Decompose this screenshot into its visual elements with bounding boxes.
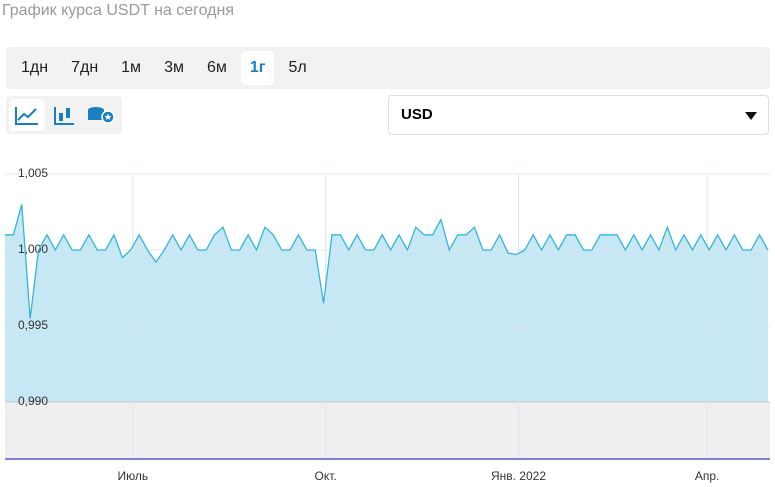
period-tab[interactable]: 5л [288, 59, 307, 76]
line-chart-icon[interactable] [9, 99, 45, 131]
chart-mode-icons [6, 96, 122, 134]
area-fill [5, 204, 768, 402]
icon-set [9, 99, 115, 131]
y-tick-label: 1,000 [18, 242, 48, 256]
page-title: График курса USDT на сегодня [2, 2, 235, 19]
currency-select[interactable]: USD [388, 95, 769, 135]
volume-pane [5, 402, 770, 460]
x-tick-label: Апр. [695, 469, 720, 483]
period-tabs: 1дн 7дн 1м 3м 6м 1г 5л [6, 47, 770, 89]
x-tick-label: Июль [118, 469, 149, 483]
x-tick-label: Янв. 2022 [491, 469, 546, 483]
coins-icon[interactable] [88, 107, 115, 124]
period-tab[interactable]: 1м [121, 59, 142, 76]
dropdown-arrow [745, 112, 757, 120]
y-tick-label: 0,995 [18, 318, 48, 332]
period-tab[interactable]: 1г [240, 51, 275, 85]
candle-chart-icon[interactable] [54, 107, 74, 125]
period-tab[interactable]: 6м [206, 59, 227, 76]
y-tick-label: 1,005 [18, 166, 48, 180]
currency-label: USD [401, 106, 433, 123]
chart: 0,990 0,995 1,000 1,005 Июль Окт. Янв. 2022 Апр… [5, 166, 770, 483]
x-tick-label: Окт. [315, 469, 337, 483]
y-tick-label: 0,990 [18, 394, 48, 408]
period-tab[interactable]: 7дн [71, 59, 99, 76]
price-line [5, 204, 769, 319]
period-tab[interactable]: 3м [164, 59, 184, 76]
period-tab[interactable]: 1дн [21, 59, 49, 76]
